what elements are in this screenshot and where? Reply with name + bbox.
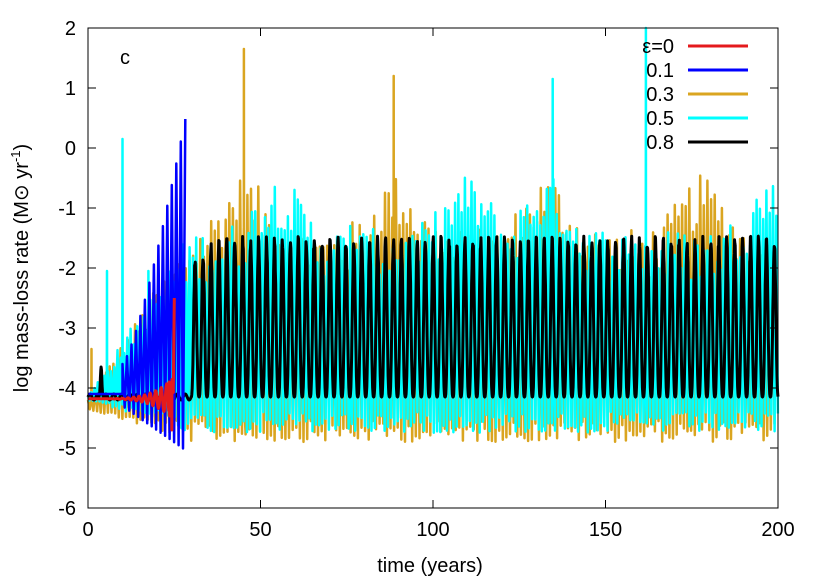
- legend-label: ε=0: [642, 36, 674, 58]
- x-tick-label: 50: [249, 519, 271, 541]
- legend-label: 0.1: [646, 60, 674, 82]
- ticks-layer: 0 50 100 150 200 -6 -5 -4 -3 -2 -1 0 1 2: [58, 18, 794, 541]
- series-line-1: [88, 118, 187, 450]
- legend-label: 0.3: [646, 84, 674, 106]
- x-tick-label: 200: [761, 519, 794, 541]
- y-tick-label: 1: [65, 78, 76, 100]
- y-tick-label: -4: [58, 378, 76, 400]
- x-tick-label: 150: [589, 519, 622, 541]
- series-line-0: [86, 297, 176, 432]
- y-tick-label: -1: [58, 198, 76, 220]
- legend-label: 0.5: [646, 108, 674, 130]
- y-tick-label: 0: [65, 138, 76, 160]
- x-tick-label: 0: [82, 519, 93, 541]
- y-tick-label: -6: [58, 498, 76, 520]
- series-layer: [86, 26, 780, 450]
- x-tick-label: 100: [416, 519, 449, 541]
- x-axis-label: time (years): [377, 555, 483, 577]
- y-tick-label: -2: [58, 258, 76, 280]
- legend: ε=00.10.30.50.8: [642, 36, 748, 154]
- y-tick-label: 2: [65, 18, 76, 40]
- y-tick-label: -3: [58, 318, 76, 340]
- legend-label: 0.8: [646, 132, 674, 154]
- y-tick-label: -5: [58, 438, 76, 460]
- panel-label: c: [120, 47, 130, 69]
- series-line-4: [86, 234, 780, 402]
- y-axis-label: log mass-loss rate (M⊙ yr-1): [8, 144, 33, 392]
